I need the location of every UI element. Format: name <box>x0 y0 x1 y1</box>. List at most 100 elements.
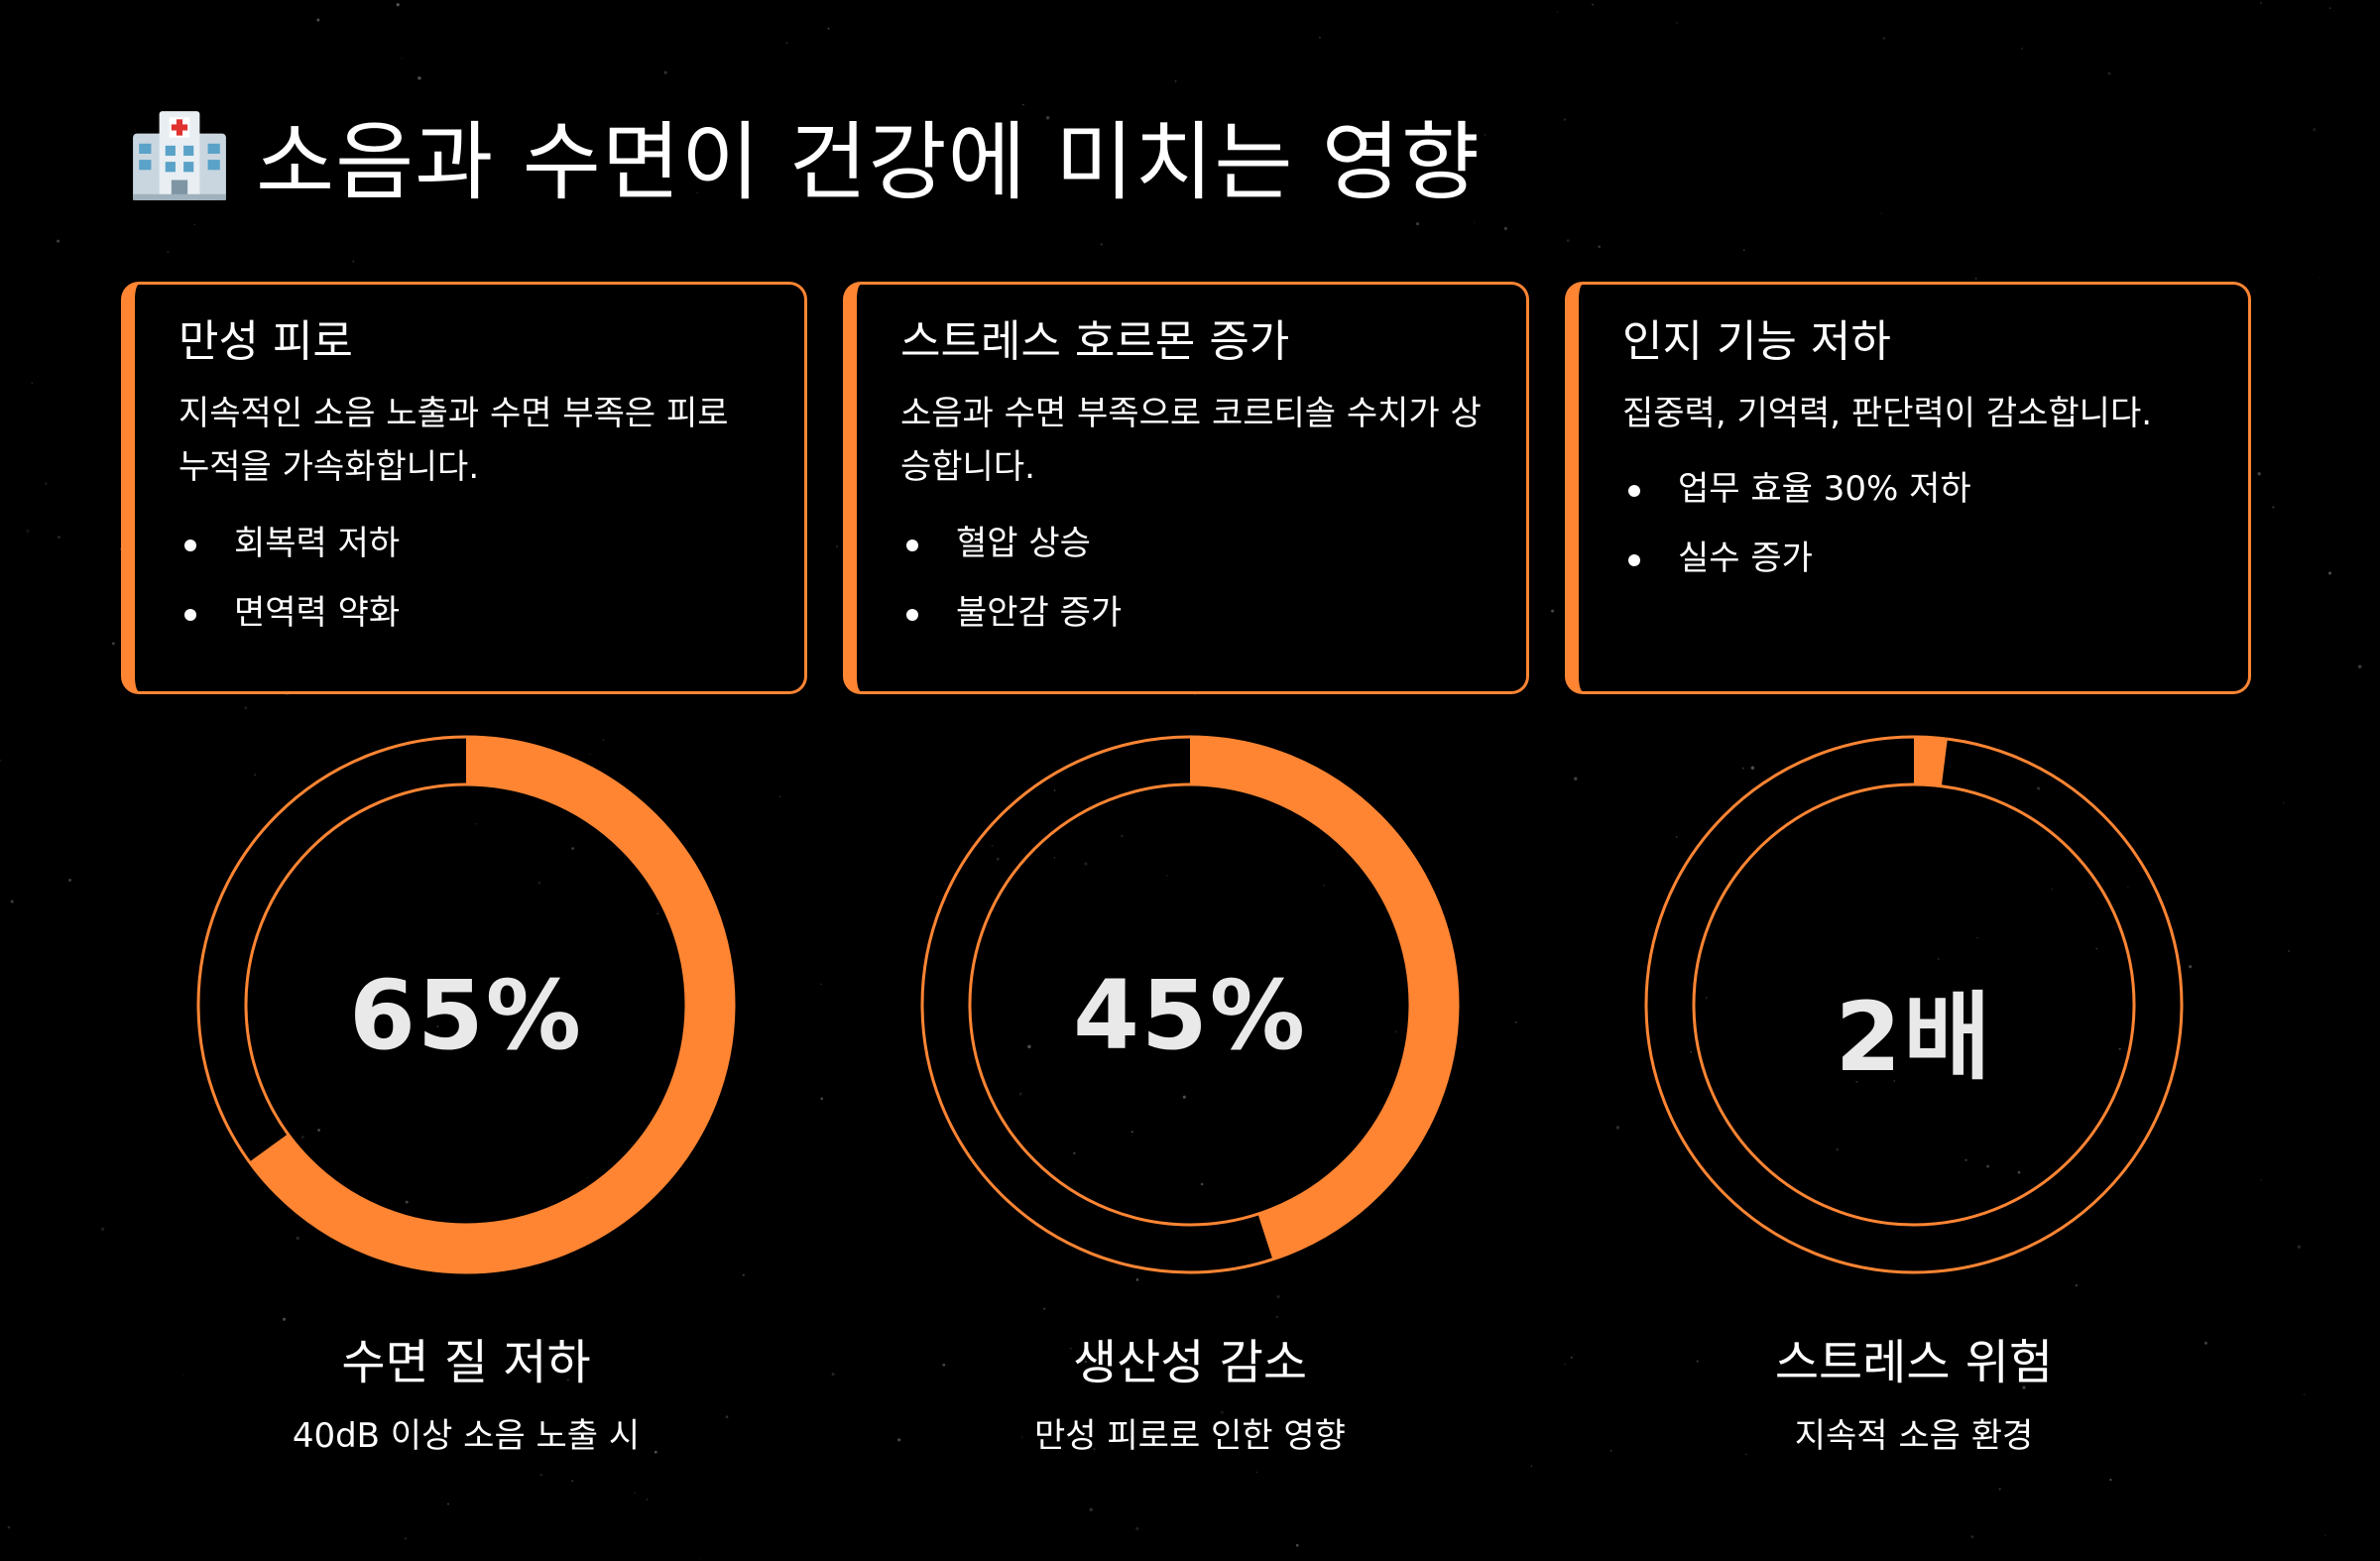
star-dot <box>991 844 994 847</box>
star-dot <box>31 382 34 384</box>
star-dot <box>417 76 421 80</box>
star-dot <box>656 912 659 915</box>
star-dot <box>2328 7 2331 9</box>
star-dot <box>2324 1534 2326 1537</box>
star-dot <box>1964 1158 1967 1162</box>
star-dot <box>1690 1051 1692 1053</box>
star-dot <box>1084 1360 1088 1364</box>
star-dot <box>785 42 788 44</box>
star-dot <box>1474 221 1476 224</box>
info-cards: 만성 피로 지속적인 소음 노출과 수면 부족은 피로 누적을 가속화합니다. … <box>121 282 2255 700</box>
star-dot <box>1053 857 1056 859</box>
progress-ring <box>196 735 736 1274</box>
card-cognitive-decline: 인지 기능 저하 집중력, 기억력, 판단력이 감소합니다. 업무 효율 30%… <box>1565 282 2251 694</box>
star-dot <box>2022 1385 2026 1389</box>
card-chronic-fatigue: 만성 피로 지속적인 소음 노출과 수면 부족은 피로 누적을 가속화합니다. … <box>121 282 807 694</box>
star-dot <box>1514 1021 1517 1023</box>
star-dot <box>2118 1047 2121 1050</box>
star-dot <box>836 545 838 547</box>
stat-label: 생산성 감소 <box>1072 1335 1308 1390</box>
star-dot <box>2288 949 2290 952</box>
star-dot <box>1120 834 1124 838</box>
star-dot <box>1135 1278 1139 1281</box>
card-title: 스트레스 호르몬 증가 <box>900 316 1290 367</box>
star-dot <box>1323 884 1326 887</box>
star-dot <box>296 1236 299 1241</box>
star-dot <box>1855 1080 1858 1083</box>
star-dot <box>1027 1044 1031 1049</box>
star-dot <box>1750 766 1755 771</box>
star-dot <box>2272 506 2275 509</box>
star-dot <box>1998 1488 2001 1491</box>
star-dot <box>1551 609 1555 613</box>
star-dot <box>405 1200 409 1204</box>
star-dot <box>586 1176 589 1179</box>
bullet-item: 실수 증가 <box>1628 524 2208 593</box>
star-dot <box>58 536 60 539</box>
star-dot <box>602 739 605 742</box>
star-dot <box>2297 1245 2302 1249</box>
star-dot <box>2357 664 2362 669</box>
star-dot <box>447 1502 449 1505</box>
star-dot <box>100 1227 105 1232</box>
star-dot <box>68 878 71 882</box>
stats-row: 65% 수면 질 저하 40dB 이상 소음 노출 시 45% 생산성 감소 만… <box>0 734 2380 1488</box>
page-title: 소음과 수면이 건강에 미치는 영향 <box>256 112 1482 212</box>
star-dot <box>1394 1030 1397 1033</box>
star-dot <box>283 1317 287 1321</box>
bullet-item: 불안감 증가 <box>906 578 1487 648</box>
star-dot <box>1182 1095 1186 1099</box>
ring-progress-arc <box>198 737 734 1272</box>
star-dot <box>1220 1410 1225 1414</box>
star-dot <box>1574 777 1578 780</box>
stat-label: 수면 질 저하 <box>341 1335 591 1390</box>
star-dot <box>57 239 60 243</box>
progress-ring <box>1644 735 2184 1274</box>
ring-progress-arc <box>1646 737 2182 1272</box>
star-dot <box>44 482 48 485</box>
star-dot <box>436 1025 439 1027</box>
star-dot <box>2189 965 2193 969</box>
star-dot <box>1092 1447 1096 1451</box>
star-dot <box>1743 249 1745 251</box>
stat-value: 2배 <box>1835 982 1993 1093</box>
star-dot <box>1880 212 1883 214</box>
star-dot <box>254 774 257 777</box>
star-dot <box>2319 276 2320 279</box>
star-dot <box>1598 245 1601 248</box>
star-dot <box>589 753 591 755</box>
star-dot <box>2107 71 2111 75</box>
card-title: 인지 기능 저하 <box>1622 316 1891 367</box>
star-dot <box>300 1135 305 1140</box>
star-dot <box>182 1375 184 1377</box>
star-dot <box>317 1129 320 1132</box>
star-dot <box>1705 997 1708 1000</box>
bullet-item: 혈압 상승 <box>906 509 1487 578</box>
card-description: 집중력, 기억력, 판단력이 감소합니다. <box>1622 394 2153 433</box>
star-dot <box>10 900 14 903</box>
stat-sub: 지속적 소음 환경 <box>1794 1416 2034 1456</box>
card-bullet-list: 회복력 저하 면역력 약화 <box>178 509 765 648</box>
star-dot <box>2021 48 2023 50</box>
star-dot <box>244 706 248 710</box>
star-dot <box>537 881 541 885</box>
star-dot <box>820 983 822 986</box>
star-dot <box>2328 571 2331 575</box>
bullet-item: 회복력 저하 <box>184 509 765 578</box>
star-dot <box>1069 1347 1072 1350</box>
title-row: 소음과 수면이 건강에 미치는 영향 <box>129 99 1481 212</box>
star-dot <box>779 795 781 797</box>
star-dot <box>2075 1284 2078 1287</box>
ring-progress-arc <box>922 737 1458 1272</box>
star-dot <box>1893 1080 1896 1082</box>
star-dot <box>897 1438 901 1442</box>
star-dot <box>1416 222 1419 226</box>
star-dot <box>1675 836 1678 838</box>
star-dot <box>566 1379 569 1381</box>
star-dot <box>1021 1436 1023 1438</box>
star-dot <box>1976 936 1978 939</box>
star-dot <box>1937 957 1940 961</box>
star-dot <box>2260 1179 2263 1181</box>
star-dot <box>1174 79 1177 82</box>
